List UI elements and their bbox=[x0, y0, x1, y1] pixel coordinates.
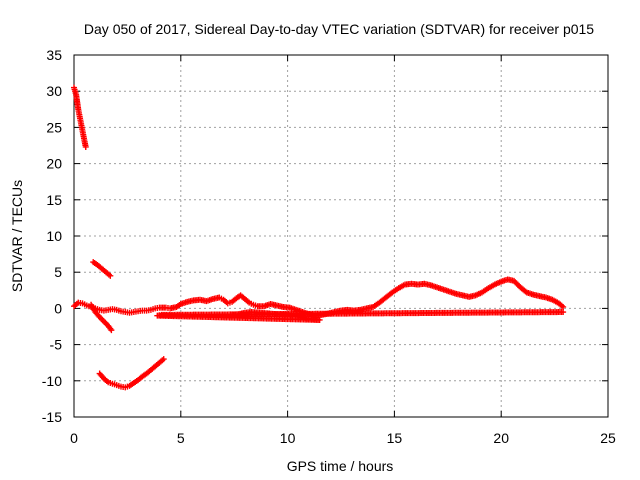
grid bbox=[74, 55, 608, 417]
data-point bbox=[560, 303, 567, 310]
data-point bbox=[560, 309, 567, 316]
y-tick-label: -15 bbox=[42, 409, 62, 425]
y-tick-label: 25 bbox=[46, 119, 62, 135]
data-point bbox=[108, 327, 115, 334]
y-tick-label: 5 bbox=[54, 264, 62, 280]
x-tick-label: 10 bbox=[280, 430, 296, 446]
x-tick-label: 15 bbox=[387, 430, 403, 446]
data-point bbox=[160, 356, 167, 363]
y-tick-labels: -15 -10 -5 0 5 10 15 20 25 30 35 bbox=[42, 47, 62, 425]
x-tick-label: 0 bbox=[70, 430, 78, 446]
chart-title: Day 050 of 2017, Sidereal Day-to-day VTE… bbox=[84, 21, 594, 37]
x-tick-label: 25 bbox=[600, 430, 616, 446]
x-tick-label: 20 bbox=[493, 430, 509, 446]
y-tick-label: 35 bbox=[46, 47, 62, 63]
y-tick-label: 15 bbox=[46, 192, 62, 208]
plot-frame bbox=[73, 54, 609, 418]
y-tick-label: -10 bbox=[42, 373, 62, 389]
y-tick-label: -5 bbox=[50, 337, 63, 353]
data-point bbox=[107, 272, 114, 279]
y-tick-label: 30 bbox=[46, 83, 62, 99]
y-tick-label: 10 bbox=[46, 228, 62, 244]
data-points bbox=[71, 84, 567, 391]
x-axis-label: GPS time / hours bbox=[287, 458, 394, 474]
y-axis-label: SDTVAR / TECUs bbox=[9, 180, 25, 292]
y-tick-label: 20 bbox=[46, 156, 62, 172]
x-tick-labels: 0 5 10 15 20 25 bbox=[70, 430, 616, 446]
x-tick-label: 5 bbox=[177, 430, 185, 446]
y-tick-label: 0 bbox=[54, 300, 62, 316]
data-point bbox=[82, 143, 89, 150]
